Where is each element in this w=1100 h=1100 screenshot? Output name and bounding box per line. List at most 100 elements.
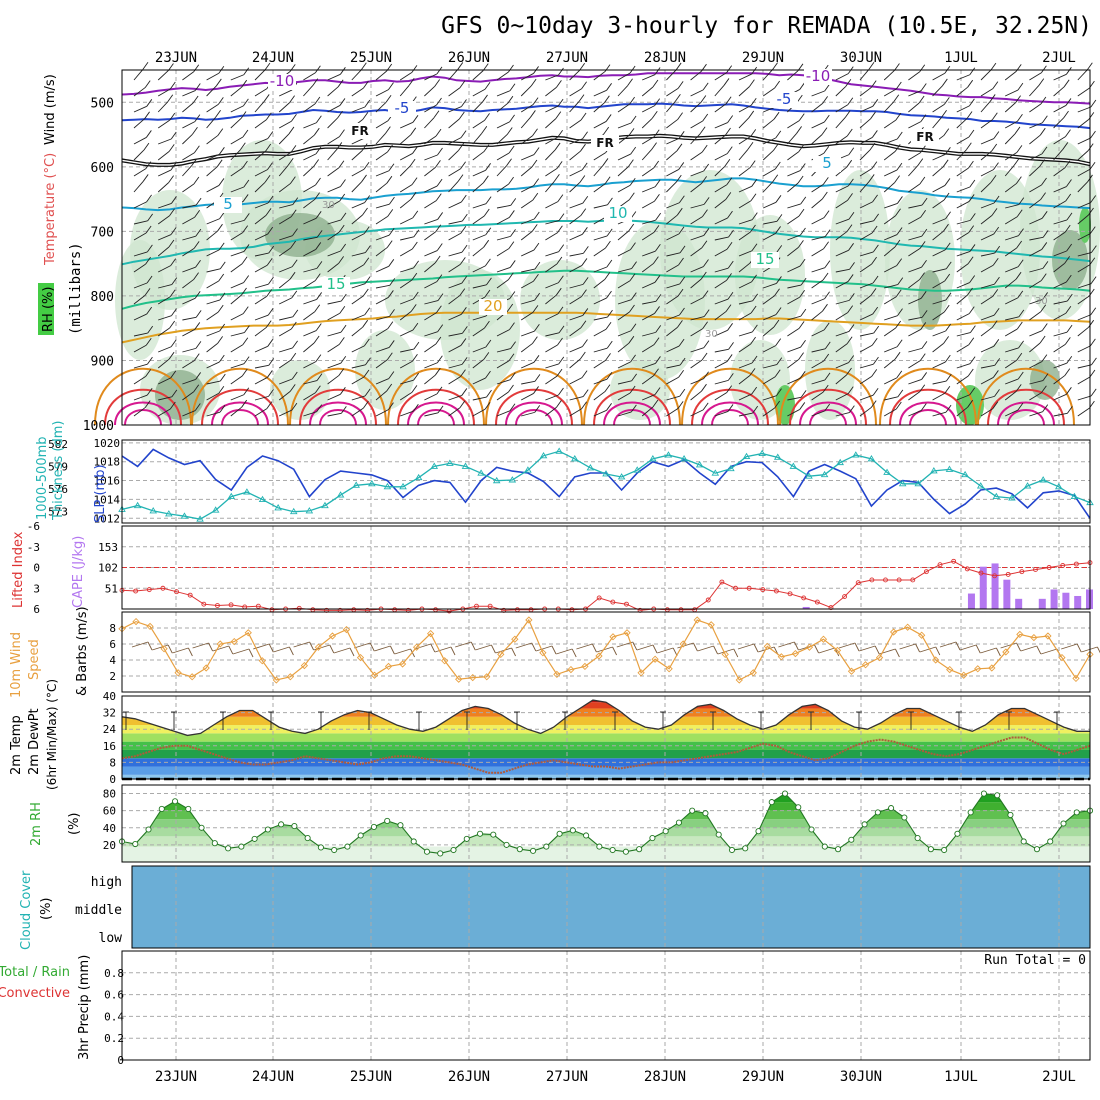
wind-barb-flag — [919, 176, 926, 185]
wind-barb — [545, 220, 560, 225]
wind-barb-flag — [168, 63, 174, 71]
wind10-marker — [300, 661, 309, 670]
wind-barb-flag — [701, 383, 707, 392]
wind-barb — [375, 120, 389, 129]
wind-barb-flag — [968, 306, 975, 314]
wind-barb-flag — [652, 399, 659, 408]
wind-barb-flag — [389, 196, 395, 205]
temperature-contour — [505, 401, 563, 426]
wind-barb — [206, 116, 216, 129]
label-layer: 23JUN23JUN24JUN24JUN25JUN25JUN26JUN26JUN… — [0, 50, 1086, 1085]
wind-barb — [424, 412, 439, 417]
wind-barb — [448, 118, 460, 129]
wind-barb-flag — [726, 146, 733, 154]
wind-barb-flag — [266, 257, 273, 266]
temp2m-line — [121, 699, 1090, 737]
wind-barb — [448, 363, 463, 369]
rh2m-marker — [927, 846, 934, 853]
wind-barb-flag — [581, 162, 588, 171]
wind-barb — [690, 359, 703, 369]
wind-barb — [956, 375, 969, 385]
thickness-axis-label-2: Thickness (dm) — [51, 421, 66, 521]
bottom-date-label: 23JUN — [155, 1069, 197, 1085]
wind-barb-flag — [363, 369, 370, 378]
wind-barb — [932, 280, 945, 289]
wind-barb-flag — [194, 145, 200, 154]
wind-barb-flag — [315, 211, 322, 219]
wind-barb — [762, 295, 775, 305]
wind-barb-flag — [944, 242, 951, 251]
wind-barb-flag — [1087, 143, 1094, 151]
wind-barb — [1053, 412, 1068, 417]
wind10-marker — [833, 646, 842, 655]
wind-barb-flag — [509, 291, 516, 299]
wind-barb — [206, 72, 220, 81]
temperature-contour — [221, 409, 259, 426]
wind10-barb-flag — [187, 647, 193, 657]
wind-barb — [787, 203, 801, 209]
wind-barb-flag — [242, 306, 249, 314]
wind-barb-flag — [458, 143, 465, 151]
wind-barb — [908, 391, 920, 401]
precip-tick-label: 0.8 — [104, 967, 124, 980]
wind-barb — [1005, 204, 1019, 209]
wind10-barb-flag — [147, 641, 153, 651]
cape-bar — [1038, 598, 1046, 609]
wind10-barb-flag — [369, 642, 375, 652]
wind-barb — [980, 150, 993, 161]
wind-barb — [424, 262, 436, 273]
wind-barb-flag — [747, 142, 754, 150]
wind-barb-flag — [147, 244, 153, 253]
wind-barb-flag — [315, 177, 321, 186]
wind-barb — [448, 295, 461, 305]
temperature-contour — [799, 401, 857, 426]
wind-barb-flag — [944, 385, 951, 394]
wind-barb — [303, 380, 318, 385]
wind-barb-flag — [897, 308, 903, 316]
wind-barb — [448, 251, 463, 257]
wind-barb — [182, 133, 193, 145]
wind10-barb — [576, 643, 593, 650]
wind-barb-flag — [485, 227, 492, 236]
wind-barb — [351, 137, 365, 145]
wind-barb-flag — [389, 278, 396, 286]
wind-barb — [956, 136, 970, 145]
wind-barb-flag — [1041, 146, 1048, 155]
wind-barb-flag — [994, 245, 1001, 254]
wind-barb — [811, 348, 826, 353]
wind-barb — [762, 376, 776, 385]
wind-barb — [593, 266, 608, 273]
lifted-index-marker — [896, 577, 902, 583]
wind-barb-flag — [388, 402, 394, 410]
temp-band — [122, 716, 1090, 726]
wind10-marker — [384, 662, 393, 671]
wind-barb-flag — [578, 94, 585, 102]
wind-barb — [254, 138, 269, 145]
wind-barb-flag — [967, 399, 974, 408]
wind10-marker — [1002, 648, 1010, 656]
lifted-index-marker — [869, 577, 875, 583]
wind-barb-flag — [846, 336, 853, 345]
wind-barb-flag — [580, 112, 587, 121]
wind-barb — [545, 332, 560, 337]
wind-barb — [303, 166, 314, 177]
wind-barb — [714, 392, 727, 401]
wind-barb-flag — [1016, 321, 1023, 330]
wind-barb-flag — [1018, 309, 1025, 318]
wind-barb-flag — [776, 245, 783, 253]
rh2m-marker — [781, 790, 789, 797]
wind10-barb-flag — [632, 641, 638, 651]
wind-barb — [230, 313, 244, 321]
wind-barb — [351, 168, 365, 177]
wind-barb — [400, 236, 414, 241]
wind-barb — [472, 101, 483, 113]
wind-barb-flag — [945, 261, 952, 270]
rh2m-marker — [941, 846, 948, 854]
wind-barb — [787, 182, 799, 193]
wind-barb-flag — [169, 81, 176, 90]
wind-barb-flag — [315, 323, 322, 331]
wind-barb — [206, 268, 221, 273]
wind-barb — [1029, 267, 1044, 273]
wind-barb-flag — [461, 213, 468, 222]
wind-barb-flag — [607, 197, 613, 206]
